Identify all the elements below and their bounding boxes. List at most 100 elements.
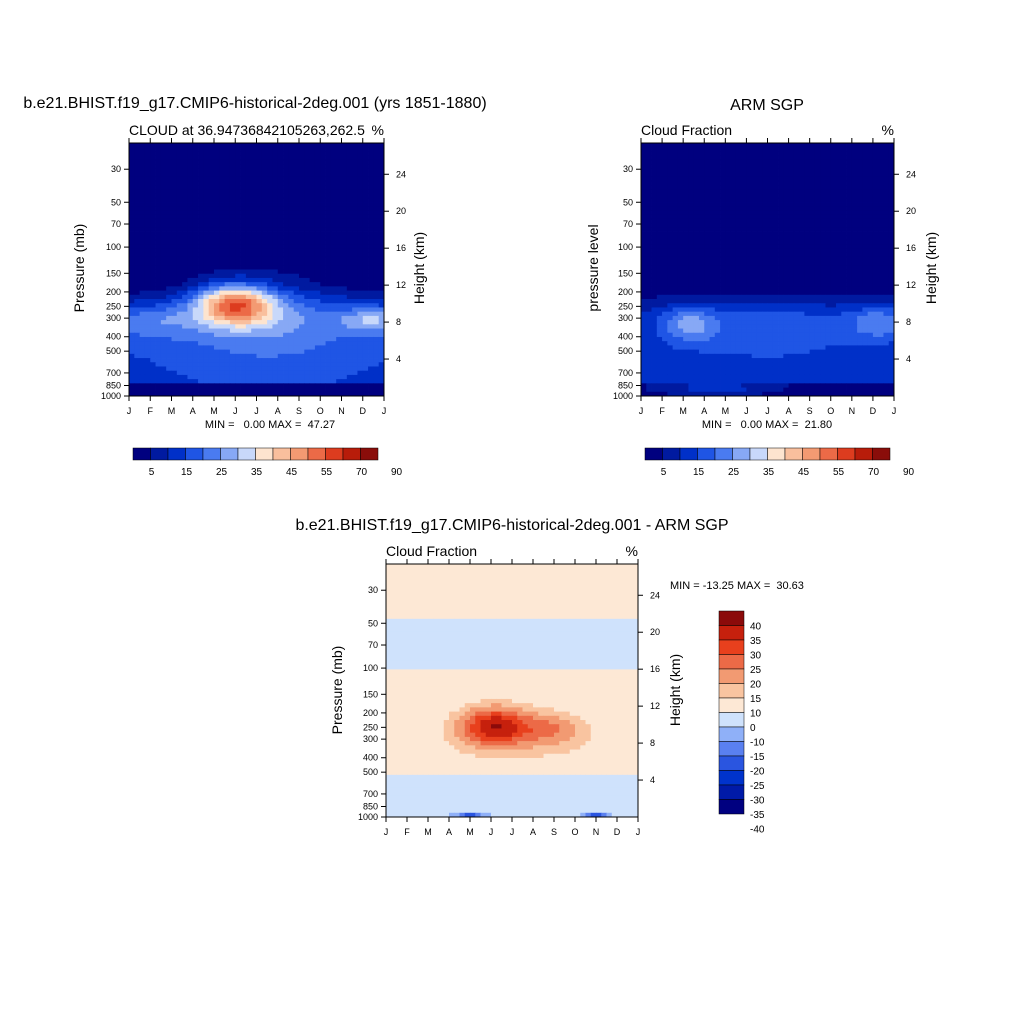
heatmap-cell <box>251 294 257 300</box>
heatmap-cell <box>129 227 135 232</box>
heatmap-cell <box>667 303 674 308</box>
heatmap-cell <box>883 206 890 211</box>
heatmap-cell <box>314 315 321 321</box>
heatmap-cell <box>208 159 215 165</box>
heatmap-cell <box>261 282 268 287</box>
heatmap-cell <box>325 210 332 216</box>
heatmap-cell <box>788 282 795 287</box>
heatmap-cell <box>330 341 337 346</box>
heatmap-cell <box>704 252 710 258</box>
heatmap-cell <box>378 345 385 351</box>
heatmap-cell <box>299 172 305 178</box>
heatmap-cell <box>846 155 853 161</box>
heatmap-cell <box>693 244 700 249</box>
heatmap-cell <box>304 307 311 313</box>
heatmap-cell <box>134 353 141 359</box>
heatmap-cell <box>288 311 295 317</box>
heatmap-cell <box>325 332 332 338</box>
heatmap-cell <box>325 252 332 258</box>
heatmap-cell <box>240 265 247 270</box>
heatmap-cell <box>219 315 226 321</box>
heatmap-cell <box>272 315 279 321</box>
heatmap-cell <box>272 290 279 296</box>
heatmap-cell <box>198 218 204 224</box>
heatmap-cell <box>182 286 188 291</box>
heatmap-cell <box>245 269 252 275</box>
heatmap-cell <box>309 387 316 393</box>
heatmap-cell <box>192 239 199 245</box>
heatmap-cell <box>841 307 847 313</box>
heatmap-cell <box>352 206 358 211</box>
y-tick-label: 150 <box>106 268 121 278</box>
heatmap-cell <box>641 164 647 169</box>
heatmap-cell <box>883 239 890 245</box>
heatmap-cell <box>756 277 763 283</box>
heatmap-cell <box>788 265 795 270</box>
heatmap-cell <box>219 151 226 157</box>
heatmap-cell <box>304 159 311 165</box>
heatmap-cell <box>778 256 784 262</box>
heatmap-cell <box>857 273 863 279</box>
heatmap-cell <box>144 374 151 380</box>
heatmap-cell <box>314 294 321 300</box>
heatmap-cell <box>283 155 289 161</box>
heatmap-cell <box>240 210 247 216</box>
heatmap-cell <box>836 164 842 169</box>
heatmap-cell <box>304 214 311 220</box>
heatmap-cell <box>341 231 348 237</box>
heatmap-cell <box>272 210 279 216</box>
heatmap-cell <box>851 290 858 296</box>
heatmap-cell <box>261 256 268 262</box>
heatmap-cell <box>245 282 252 287</box>
heatmap-cell <box>841 147 847 152</box>
heatmap-cell <box>214 311 220 317</box>
heatmap-cell <box>714 210 721 216</box>
heatmap-cell <box>341 252 348 258</box>
heatmap-cell <box>198 193 204 199</box>
heatmap-cell <box>683 197 689 203</box>
heatmap-cell <box>320 193 326 199</box>
heatmap-cell <box>756 193 763 199</box>
heatmap-cell <box>261 155 268 161</box>
heatmap-cell <box>809 202 816 207</box>
heatmap-cell <box>720 214 726 220</box>
heatmap-cell <box>357 185 364 190</box>
heatmap-cell <box>293 155 300 161</box>
heatmap-cell <box>277 362 284 367</box>
heatmap-cell <box>245 303 252 308</box>
heatmap-cell <box>267 214 273 220</box>
heatmap-cell <box>825 159 832 165</box>
heatmap-cell <box>304 168 311 173</box>
heatmap-cell <box>714 294 721 300</box>
heatmap-cell <box>203 324 210 329</box>
heatmap-cell <box>283 206 289 211</box>
heatmap-cell <box>229 185 236 190</box>
heatmap-cell <box>182 248 188 254</box>
heatmap-cell <box>878 286 884 291</box>
heatmap-cell <box>219 345 226 351</box>
heatmap-cell <box>878 185 884 190</box>
heatmap-cell <box>155 265 162 270</box>
heatmap-cell <box>229 370 236 376</box>
heatmap-cell <box>357 151 364 157</box>
heatmap-cell <box>846 261 853 266</box>
heatmap-cell <box>293 248 300 254</box>
heatmap-cell <box>793 180 800 186</box>
heatmap-cell <box>187 235 194 241</box>
heatmap-cell <box>198 290 204 296</box>
heatmap-cell <box>198 261 204 266</box>
heatmap-cell <box>830 235 837 241</box>
heatmap-cell <box>836 294 842 300</box>
heatmap-cell <box>203 286 210 291</box>
heatmap-cell <box>867 151 874 157</box>
heatmap-cell <box>767 218 774 224</box>
heatmap-cell <box>767 202 774 207</box>
heatmap-cell <box>688 206 695 211</box>
heatmap-cell <box>362 345 369 351</box>
heatmap-cell <box>714 290 721 296</box>
heatmap-cell <box>256 273 263 279</box>
heatmap-cell <box>667 265 674 270</box>
heatmap-cell <box>341 303 348 308</box>
heatmap-cell <box>139 332 146 338</box>
heatmap-cell <box>651 172 658 178</box>
